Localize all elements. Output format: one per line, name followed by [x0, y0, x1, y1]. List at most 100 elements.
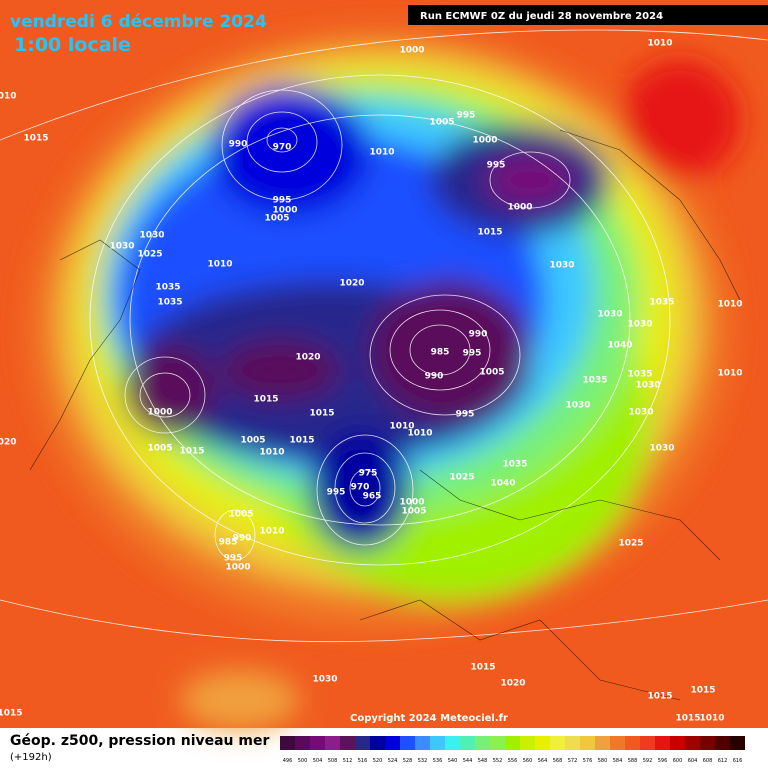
- colorbar-cell: [475, 736, 490, 750]
- isobar-label: 1005: [240, 436, 265, 446]
- colorbar-cell: [310, 736, 325, 750]
- colorbar-cell: [445, 736, 460, 750]
- colorbar-label: 584: [613, 758, 623, 764]
- isobar-label: 1035: [582, 376, 607, 386]
- colorbar-cell: [550, 736, 565, 750]
- isobar-label: 1015: [23, 134, 48, 144]
- isobar-label: 990: [469, 330, 488, 340]
- colorbar-cell: [325, 736, 340, 750]
- colorbar-cell: [400, 736, 415, 750]
- isobar-label: 1040: [490, 479, 515, 489]
- isobar-label: 1005: [147, 444, 172, 454]
- isobar-label: 1010: [0, 92, 17, 102]
- colorbar-cell: [610, 736, 625, 750]
- colorbar-cell: [490, 736, 505, 750]
- isobar-label: 1030: [635, 381, 660, 391]
- isobar-label: 970: [273, 143, 292, 153]
- isobar-label: 1030: [109, 242, 134, 252]
- colorbar-label: 580: [598, 758, 608, 764]
- isobar-label: 1010: [207, 260, 232, 270]
- isobar-label: 1030: [565, 401, 590, 411]
- colorbar-cell: [655, 736, 670, 750]
- colorbar-cell: [520, 736, 535, 750]
- colorbar-cell: [685, 736, 700, 750]
- colorbar-cell: [460, 736, 475, 750]
- isobar-label: 1030: [628, 408, 653, 418]
- isobar-labels: 1000101010101015995100510009951010990970…: [0, 39, 743, 724]
- colorbar-cell: [415, 736, 430, 750]
- isobar-label: 1020: [339, 279, 364, 289]
- isobar-label: 995: [224, 554, 243, 564]
- colorbar-cell: [505, 736, 520, 750]
- isobar-label: 1005: [264, 214, 289, 224]
- colorbar-label: 596: [658, 758, 668, 764]
- isobar-label: 985: [219, 538, 238, 548]
- colorbar-label: 592: [643, 758, 653, 764]
- isobar-label: 1010: [647, 39, 672, 49]
- isobar-label: 1000: [399, 46, 424, 56]
- colorbar-label: 536: [433, 758, 443, 764]
- isobar-label: 1005: [401, 507, 426, 517]
- isobar-label: 1015: [0, 709, 23, 719]
- isobar-label: 995: [487, 161, 506, 171]
- colorbar-cell: [535, 736, 550, 750]
- isobar-label: 1000: [225, 563, 250, 573]
- colorbar-label: 600: [673, 758, 683, 764]
- isobar-label: 1010: [259, 448, 284, 458]
- isobar-label: 995: [327, 488, 346, 498]
- colorbar: 496 500 504 508 512 516 520 524 528 532 536 540 544 5…: [280, 736, 745, 764]
- isobar-label: 1035: [649, 298, 674, 308]
- colorbar-cell: [565, 736, 580, 750]
- isobar-label: 1030: [627, 320, 652, 330]
- isobar-label: 1010: [259, 527, 284, 537]
- isobar-label: 965: [363, 492, 382, 502]
- isobar-label: 1020: [500, 679, 525, 689]
- colorbar-label: 560: [523, 758, 533, 764]
- isobar-label: 1005: [228, 510, 253, 520]
- colorbar-label: 568: [553, 758, 563, 764]
- isobar-label: 1015: [477, 228, 502, 238]
- colorbar-label: 508: [328, 758, 338, 764]
- colorbar-label: 552: [493, 758, 503, 764]
- isobar-label: 1025: [449, 473, 474, 483]
- isobar-label: 1010: [407, 429, 432, 439]
- isobar-label: 995: [463, 349, 482, 359]
- isobar-label: 1015: [289, 436, 314, 446]
- colorbar-cell: [595, 736, 610, 750]
- colorbar-label: 616: [733, 758, 743, 764]
- colorbar-label: 576: [583, 758, 593, 764]
- copyright: Copyright 2024 Meteociel.fr: [350, 713, 508, 724]
- isobar-label: 1025: [618, 539, 643, 549]
- isobar-label: 1010: [717, 300, 742, 310]
- isobar-label: 1040: [607, 341, 632, 351]
- isobar-label: 990: [229, 140, 248, 150]
- isobar-label: 1030: [649, 444, 674, 454]
- colorbar-label: 556: [508, 758, 518, 764]
- isobar-label: 1020: [0, 438, 17, 448]
- isobar-label: 1025: [137, 250, 162, 260]
- isobar-label: 1015: [690, 686, 715, 696]
- colorbar-label: 588: [628, 758, 638, 764]
- isobar-label: 1030: [549, 261, 574, 271]
- colorbar-cell: [670, 736, 685, 750]
- colorbar-cell: [295, 736, 310, 750]
- colorbar-cell: [280, 736, 295, 750]
- isobar-label: 1015: [647, 692, 672, 702]
- isobar-label: 1035: [502, 460, 527, 470]
- colorbar-label: 504: [313, 758, 323, 764]
- isobar-label: 985: [431, 348, 450, 358]
- isobar-label: 1015: [253, 395, 278, 405]
- colorbar-label: 608: [703, 758, 713, 764]
- legend-title: Géop. z500, pression niveau mer: [10, 733, 269, 749]
- isobar-label: 1030: [597, 310, 622, 320]
- isobar-label: 990: [233, 534, 252, 544]
- isobar-label: 1000: [272, 206, 297, 216]
- isobar-label: 1000: [472, 136, 497, 146]
- isobar-label: 1005: [479, 368, 504, 378]
- isobar-label: 995: [457, 111, 476, 121]
- colorbar-label: 572: [568, 758, 578, 764]
- isobar-label: 990: [425, 372, 444, 382]
- isobar-label: 970: [351, 483, 370, 493]
- isobar-label: 1035: [157, 298, 182, 308]
